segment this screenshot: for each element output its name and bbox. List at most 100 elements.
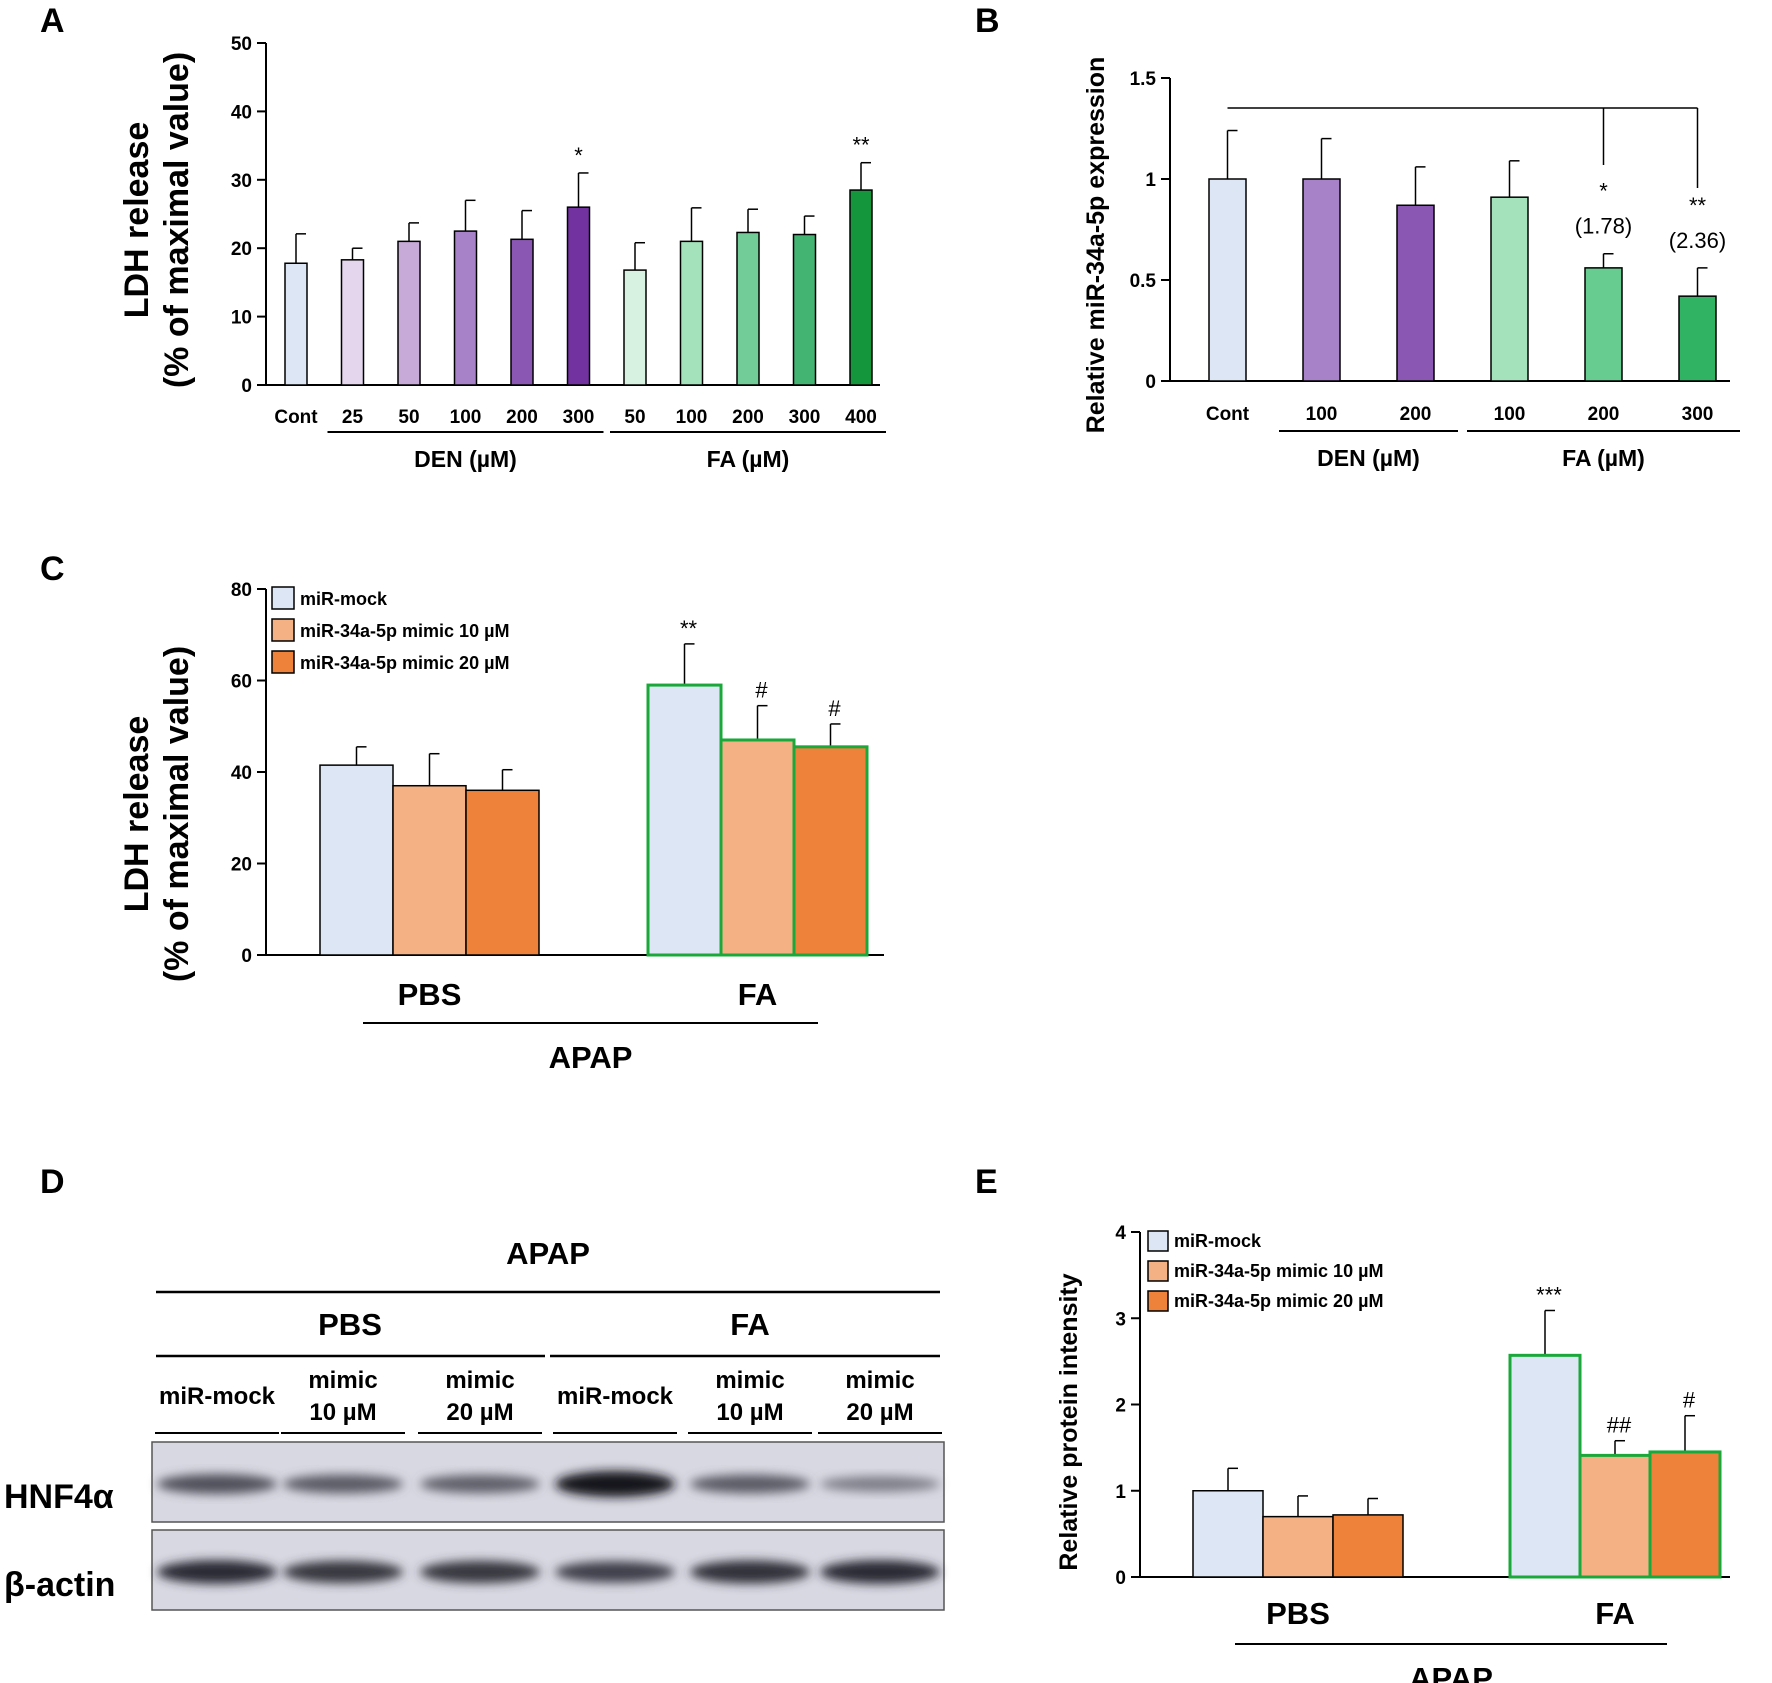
blot-band xyxy=(420,1560,540,1584)
chart-a-bar xyxy=(284,262,308,386)
chart-e-legend-swatch xyxy=(1147,1260,1169,1282)
chart-b-tick-label: 200 xyxy=(1400,404,1432,425)
blot-d-hnf4a: APAP PBS FA HNF4α β-actin miR-mock mimic 1… xyxy=(4,1236,945,1611)
chart-a-tick-label: 200 xyxy=(506,407,538,428)
chart-b-bar xyxy=(1396,204,1435,382)
blot-band xyxy=(283,1560,403,1584)
blot-group-fa: FA xyxy=(730,1307,770,1342)
chart-c-bar xyxy=(465,789,540,956)
chart-c-category-label: FA xyxy=(738,977,778,1012)
chart-b-bar xyxy=(1208,178,1247,382)
chart-a-bar xyxy=(510,238,534,386)
chart-a-tick-label: 100 xyxy=(676,407,708,428)
chart-b-y-tick-label: 0 xyxy=(1145,372,1156,393)
chart-e-y-tick-label: 1 xyxy=(1115,1482,1126,1503)
chart-a-tick-label: 100 xyxy=(450,407,482,428)
chart-c-y-tick-label: 0 xyxy=(241,946,252,967)
chart-c-legend-label: miR-34a-5p mimic 10 µM xyxy=(300,621,509,641)
chart-a-bar xyxy=(397,240,421,386)
chart-e-bar xyxy=(1332,1514,1404,1578)
chart-b-tick-label: Cont xyxy=(1206,404,1250,425)
blot-band xyxy=(820,1560,940,1584)
chart-e-legend-label: miR-34a-5p mimic 20 µM xyxy=(1174,1291,1383,1311)
chart-b-significance: ** xyxy=(1689,193,1707,218)
chart-b-ylabel: Relative miR-34a-5p expression xyxy=(1082,57,1110,434)
chart-e-protein-intensity: Relative protein intensity 01234PBS***##… xyxy=(1055,1223,1730,1683)
chart-a-tick-label: Cont xyxy=(274,407,318,428)
chart-a-bar xyxy=(340,259,365,386)
blot-band xyxy=(820,1476,940,1492)
chart-a-significance: ** xyxy=(852,133,870,158)
chart-b-bar xyxy=(1678,295,1717,382)
chart-a-bar xyxy=(566,206,591,386)
panel-letter-c: C xyxy=(40,550,65,588)
chart-a-bar xyxy=(679,240,704,386)
chart-a-y-tick-label: 0 xyxy=(241,376,252,397)
blot-band xyxy=(420,1474,540,1494)
chart-b-y-tick-label: 0.5 xyxy=(1130,271,1157,292)
chart-c-bar xyxy=(392,784,467,956)
blot-treatment-label: APAP xyxy=(506,1236,590,1271)
blot-lane-label: mimic xyxy=(715,1367,784,1394)
chart-a-tick-label: 300 xyxy=(789,407,821,428)
chart-b-significance: * xyxy=(1599,179,1608,204)
chart-c-bar xyxy=(646,683,723,957)
blot-lane-label: mimic xyxy=(445,1367,514,1394)
blot-band xyxy=(555,1471,675,1497)
chart-e-significance: # xyxy=(1683,1388,1696,1413)
chart-b-group-label: DEN (µM) xyxy=(1317,445,1420,471)
chart-a-bar xyxy=(623,269,647,386)
chart-e-legend-label: miR-34a-5p mimic 10 µM xyxy=(1174,1261,1383,1281)
chart-a-y-tick-label: 10 xyxy=(231,308,252,329)
chart-e-y-tick-label: 2 xyxy=(1115,1396,1126,1417)
blot-band xyxy=(690,1474,810,1494)
chart-e-y-tick-label: 0 xyxy=(1115,1568,1126,1589)
chart-c-y-tick-label: 60 xyxy=(231,672,252,693)
blot-lane-label: miR-mock xyxy=(557,1383,674,1410)
chart-e-bar xyxy=(1578,1453,1652,1579)
chart-b-fold-change: (1.78) xyxy=(1575,214,1632,239)
chart-b-bar xyxy=(1490,196,1529,382)
chart-a-tick-label: 50 xyxy=(398,407,419,428)
chart-c-legend-label: miR-34a-5p mimic 20 µM xyxy=(300,653,509,673)
chart-b-y-tick-label: 1.5 xyxy=(1130,69,1157,90)
chart-a-group-label: DEN (µM) xyxy=(414,446,517,472)
chart-e-category-label: FA xyxy=(1595,1596,1635,1631)
chart-a-ylabel: LDH release xyxy=(118,122,156,319)
chart-c-legend-swatch xyxy=(271,586,295,610)
chart-c-legend-label: miR-mock xyxy=(300,589,388,609)
chart-e-bar xyxy=(1192,1490,1264,1578)
chart-a-y-tick-label: 40 xyxy=(231,102,252,123)
chart-c-bar xyxy=(792,745,869,957)
chart-c-y-tick-label: 80 xyxy=(231,580,252,601)
panel-letter-a: A xyxy=(40,2,65,40)
blot-lane-label: mimic xyxy=(845,1367,914,1394)
chart-e-significance: *** xyxy=(1536,1282,1562,1307)
chart-e-y-tick-label: 3 xyxy=(1115,1309,1126,1330)
chart-b-tick-label: 100 xyxy=(1306,404,1338,425)
chart-e-legend-swatch xyxy=(1147,1290,1169,1312)
chart-c-significance: # xyxy=(828,696,841,721)
chart-e-apap-label: APAP xyxy=(1409,1661,1493,1683)
panel-letter-b: B xyxy=(975,2,1000,40)
blot-band xyxy=(283,1474,403,1494)
blot-band xyxy=(555,1561,675,1583)
chart-b-mir34a-expression: Relative miR-34a-5p expression 0 0.5 1 1.5 C… xyxy=(1082,57,1740,471)
blot-band xyxy=(157,1560,277,1584)
chart-c-y-tick-label: 20 xyxy=(231,855,252,876)
chart-c-y-tick-label: 40 xyxy=(231,763,252,784)
chart-c-bar xyxy=(719,738,796,957)
chart-c-ylabel-2: (% of maximal value) xyxy=(158,646,196,982)
chart-e-legend-label: miR-mock xyxy=(1174,1231,1262,1251)
panel-letter-e: E xyxy=(975,1163,998,1201)
chart-c-category-label: PBS xyxy=(398,977,462,1012)
chart-c-significance: ** xyxy=(680,616,698,641)
chart-b-bar xyxy=(1584,267,1623,382)
chart-b-group-label: FA (µM) xyxy=(1562,445,1645,471)
panel-letter-d: D xyxy=(40,1163,65,1201)
blot-group-pbs: PBS xyxy=(318,1307,382,1342)
chart-c-apap-label: APAP xyxy=(549,1040,633,1075)
chart-c-bar xyxy=(319,764,394,956)
chart-e-significance: ## xyxy=(1607,1413,1632,1438)
blot-membrane-hnf4a xyxy=(151,1441,945,1523)
